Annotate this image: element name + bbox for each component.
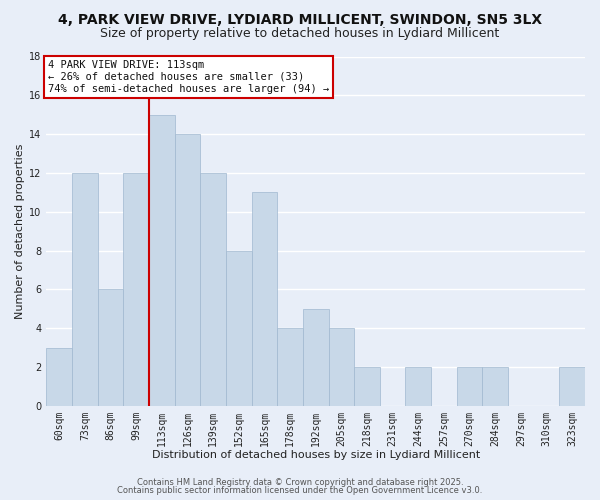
Bar	[72, 173, 98, 406]
Bar	[46, 348, 72, 406]
Bar	[124, 173, 149, 406]
Bar	[329, 328, 354, 406]
X-axis label: Distribution of detached houses by size in Lydiard Millicent: Distribution of detached houses by size …	[152, 450, 480, 460]
Bar	[175, 134, 200, 406]
Bar	[482, 367, 508, 406]
Bar	[354, 367, 380, 406]
Bar	[277, 328, 303, 406]
Text: 4, PARK VIEW DRIVE, LYDIARD MILLICENT, SWINDON, SN5 3LX: 4, PARK VIEW DRIVE, LYDIARD MILLICENT, S…	[58, 12, 542, 26]
Y-axis label: Number of detached properties: Number of detached properties	[15, 144, 25, 319]
Bar	[303, 308, 329, 406]
Bar	[149, 114, 175, 406]
Text: Contains public sector information licensed under the Open Government Licence v3: Contains public sector information licen…	[118, 486, 482, 495]
Bar	[251, 192, 277, 406]
Text: Size of property relative to detached houses in Lydiard Millicent: Size of property relative to detached ho…	[100, 28, 500, 40]
Text: Contains HM Land Registry data © Crown copyright and database right 2025.: Contains HM Land Registry data © Crown c…	[137, 478, 463, 487]
Bar	[226, 250, 251, 406]
Bar	[200, 173, 226, 406]
Text: 4 PARK VIEW DRIVE: 113sqm
← 26% of detached houses are smaller (33)
74% of semi-: 4 PARK VIEW DRIVE: 113sqm ← 26% of detac…	[47, 60, 329, 94]
Bar	[559, 367, 585, 406]
Bar	[457, 367, 482, 406]
Bar	[406, 367, 431, 406]
Bar	[98, 290, 124, 406]
